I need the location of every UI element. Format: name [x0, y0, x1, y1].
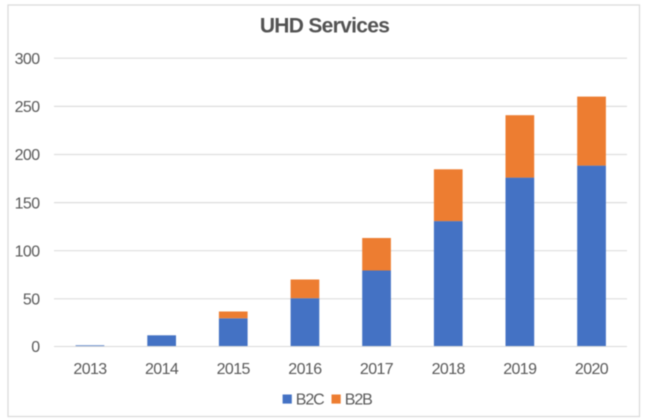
svg-text:0: 0	[31, 339, 40, 356]
svg-text:250: 250	[15, 99, 41, 116]
svg-text:200: 200	[15, 147, 41, 164]
svg-text:UHD Services: UHD Services	[260, 15, 389, 38]
svg-text:100: 100	[15, 243, 41, 260]
svg-text:300: 300	[15, 51, 41, 68]
svg-text:150: 150	[15, 195, 41, 212]
svg-text:2016: 2016	[288, 361, 322, 378]
svg-text:2018: 2018	[432, 361, 466, 378]
svg-text:50: 50	[23, 292, 40, 309]
svg-text:B2C: B2C	[296, 392, 324, 409]
svg-text:2013: 2013	[73, 361, 107, 378]
svg-text:2017: 2017	[360, 361, 394, 378]
svg-text:B2B: B2B	[345, 392, 372, 409]
svg-text:2019: 2019	[503, 361, 537, 378]
svg-text:2015: 2015	[217, 361, 251, 378]
svg-text:2020: 2020	[575, 361, 609, 378]
svg-text:2014: 2014	[145, 361, 179, 378]
